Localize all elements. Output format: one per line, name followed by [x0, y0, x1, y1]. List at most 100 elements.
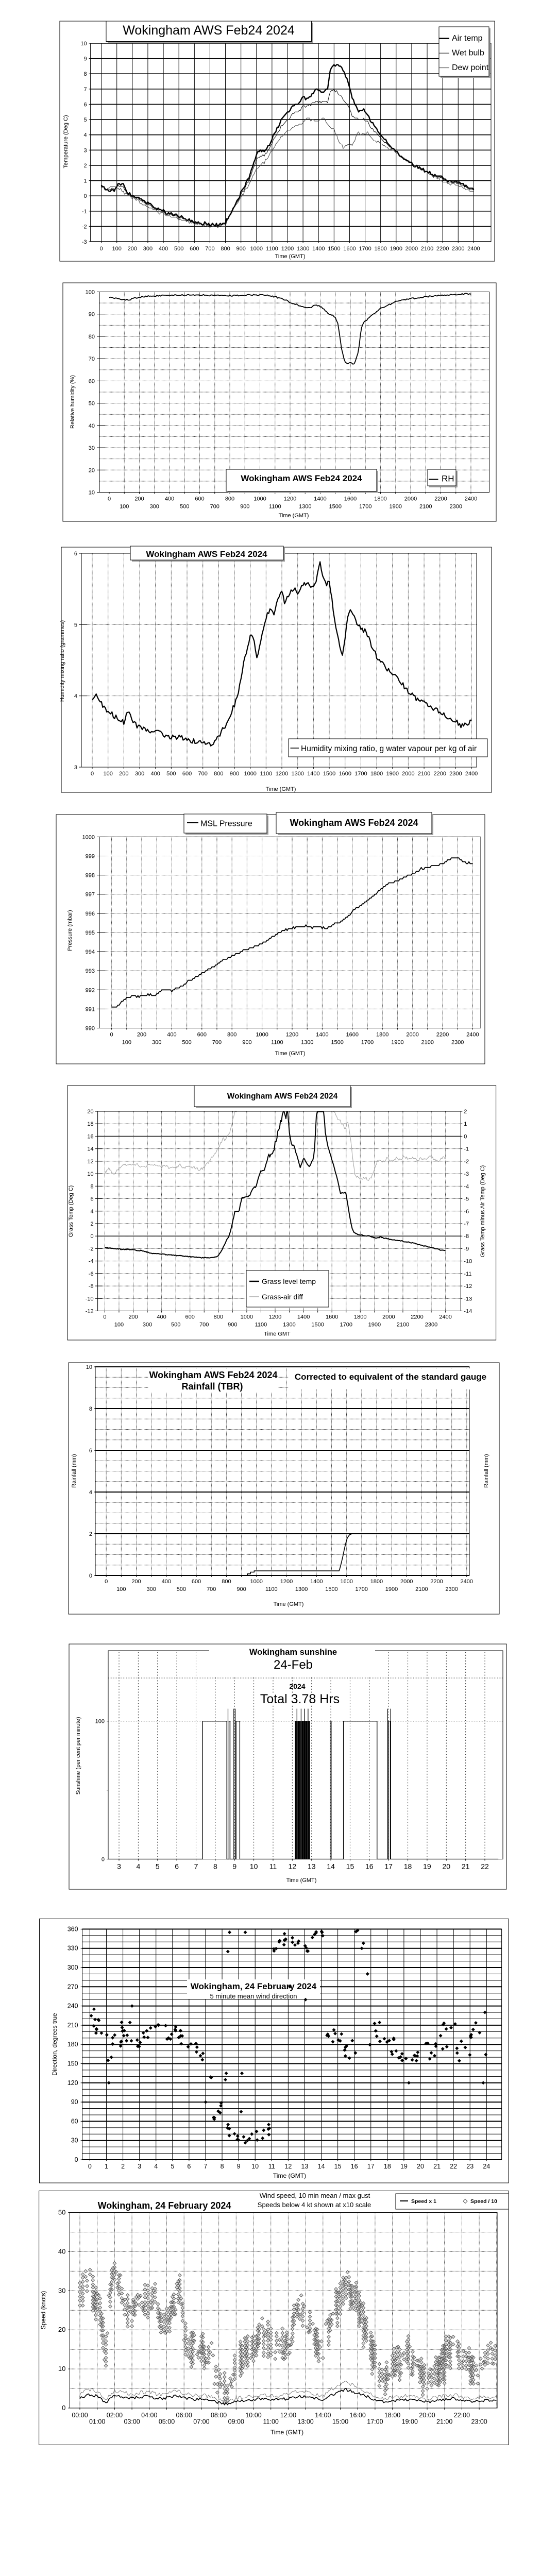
svg-text:40: 40 — [89, 423, 95, 429]
svg-text:200: 200 — [137, 1032, 146, 1038]
svg-text:700: 700 — [205, 246, 214, 252]
svg-text:14: 14 — [327, 1862, 335, 1871]
svg-text:-8: -8 — [89, 1283, 94, 1290]
svg-text:Wokingham AWS Feb24 2024: Wokingham AWS Feb24 2024 — [123, 23, 295, 38]
svg-text:16: 16 — [87, 1133, 93, 1140]
svg-text:2300: 2300 — [425, 1322, 437, 1328]
svg-text:1500: 1500 — [323, 771, 335, 777]
svg-text:991: 991 — [86, 1006, 95, 1012]
svg-text:14: 14 — [318, 2163, 325, 2170]
svg-text:800: 800 — [214, 771, 223, 777]
svg-text:1200: 1200 — [281, 246, 294, 252]
svg-text:0: 0 — [83, 193, 87, 199]
svg-text:900: 900 — [240, 504, 249, 510]
svg-text:800: 800 — [225, 496, 234, 502]
svg-text:0: 0 — [102, 1857, 105, 1863]
svg-text:1900: 1900 — [390, 504, 402, 510]
svg-text:800: 800 — [227, 1032, 236, 1038]
svg-text:-2: -2 — [82, 224, 87, 230]
svg-text:2000: 2000 — [406, 1032, 418, 1038]
svg-text:180: 180 — [67, 2041, 78, 2048]
svg-text:300: 300 — [146, 1586, 156, 1592]
svg-text:Direction, degrees true: Direction, degrees true — [51, 2013, 58, 2076]
svg-text:1100: 1100 — [266, 246, 278, 252]
svg-text:996: 996 — [86, 911, 95, 917]
svg-text:Wokingham, 24 February 2024: Wokingham, 24 February 2024 — [191, 1981, 317, 1991]
svg-text:5 minute mean wind direction: 5 minute mean wind direction — [210, 1992, 297, 2000]
svg-text:2400: 2400 — [465, 496, 477, 502]
svg-text:Total 3.78 Hrs: Total 3.78 Hrs — [260, 1692, 340, 1706]
svg-text:15: 15 — [346, 1862, 354, 1871]
svg-text:995: 995 — [86, 930, 95, 936]
svg-text:990: 990 — [86, 1026, 95, 1032]
svg-text:2300: 2300 — [445, 1586, 458, 1592]
svg-text:1100: 1100 — [271, 1040, 283, 1046]
svg-text:6: 6 — [83, 101, 87, 108]
svg-text:2400: 2400 — [465, 771, 478, 777]
svg-text:2000: 2000 — [405, 246, 418, 252]
svg-text:-5: -5 — [464, 1196, 469, 1202]
svg-text:1800: 1800 — [370, 771, 383, 777]
svg-text:13: 13 — [301, 2163, 308, 2170]
svg-text:400: 400 — [157, 1314, 166, 1320]
svg-text:22: 22 — [450, 2163, 457, 2170]
svg-text:1400: 1400 — [310, 1579, 323, 1585]
svg-text:Time (GMT): Time (GMT) — [275, 253, 306, 260]
svg-text:07:00: 07:00 — [193, 2418, 209, 2426]
svg-text:8: 8 — [90, 1183, 93, 1190]
svg-text:1700: 1700 — [354, 771, 367, 777]
svg-text:Dew point: Dew point — [452, 63, 489, 72]
svg-text:Time (GMT): Time (GMT) — [286, 1877, 317, 1884]
svg-text:400: 400 — [162, 1579, 171, 1585]
svg-text:Wind speed, 10 min mean / max: Wind speed, 10 min mean / max gust — [260, 2192, 370, 2199]
svg-text:22: 22 — [481, 1862, 489, 1871]
svg-text:Pressure (mbar): Pressure (mbar) — [67, 910, 73, 951]
svg-text:600: 600 — [197, 1032, 207, 1038]
svg-text:1: 1 — [464, 1121, 467, 1127]
svg-text:2200: 2200 — [436, 1032, 449, 1038]
svg-text:300: 300 — [150, 504, 159, 510]
svg-text:5: 5 — [74, 622, 77, 628]
svg-text:2100: 2100 — [415, 1586, 428, 1592]
svg-text:70: 70 — [89, 356, 95, 362]
svg-text:-2: -2 — [464, 1159, 469, 1165]
svg-text:09:00: 09:00 — [228, 2418, 244, 2426]
svg-text:1400: 1400 — [307, 771, 319, 777]
svg-text:2300: 2300 — [449, 771, 462, 777]
svg-text:00:00: 00:00 — [72, 2412, 88, 2419]
svg-text:1000: 1000 — [244, 771, 256, 777]
svg-text:1700: 1700 — [359, 504, 371, 510]
svg-text:19: 19 — [423, 1862, 431, 1871]
svg-text:20: 20 — [58, 2326, 65, 2333]
svg-text:2300: 2300 — [450, 504, 462, 510]
svg-text:18: 18 — [404, 1862, 412, 1871]
svg-text:2: 2 — [464, 1109, 467, 1115]
svg-text:12: 12 — [284, 2163, 292, 2170]
svg-text:Rainfall (TBR): Rainfall (TBR) — [182, 1381, 243, 1392]
svg-text:700: 700 — [212, 1040, 222, 1046]
svg-text:Wokingham AWS Feb24 2024: Wokingham AWS Feb24 2024 — [146, 549, 267, 559]
svg-text:700: 700 — [198, 771, 208, 777]
svg-text:2200: 2200 — [430, 1579, 443, 1585]
svg-text:-1: -1 — [82, 209, 87, 215]
svg-text:500: 500 — [171, 1322, 180, 1328]
svg-text:21: 21 — [462, 1862, 470, 1871]
svg-text:12: 12 — [87, 1159, 93, 1165]
svg-text:1400: 1400 — [312, 246, 325, 252]
svg-text:4: 4 — [74, 693, 77, 700]
svg-text:150: 150 — [67, 2060, 78, 2067]
svg-text:-6: -6 — [89, 1271, 94, 1277]
svg-text:600: 600 — [190, 246, 199, 252]
svg-text:1500: 1500 — [328, 246, 340, 252]
svg-text:20: 20 — [89, 467, 95, 473]
svg-text:2200: 2200 — [436, 246, 449, 252]
svg-text:02:00: 02:00 — [107, 2412, 123, 2419]
svg-text:100: 100 — [103, 771, 112, 777]
svg-text:14: 14 — [87, 1146, 93, 1153]
svg-text:20: 20 — [443, 1862, 451, 1871]
svg-text:40: 40 — [58, 2247, 65, 2255]
svg-text:17: 17 — [384, 1862, 393, 1871]
svg-text:500: 500 — [177, 1586, 186, 1592]
svg-text:-6: -6 — [464, 1209, 469, 1215]
svg-text:0: 0 — [103, 1314, 106, 1320]
